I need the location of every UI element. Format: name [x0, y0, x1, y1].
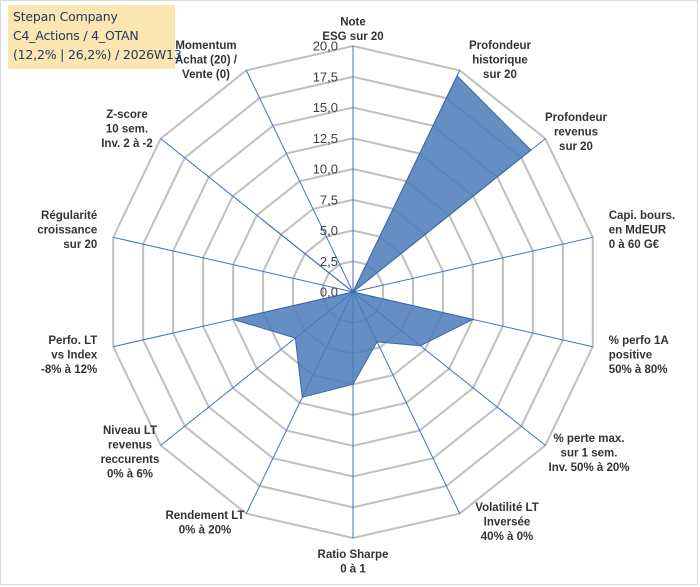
- radar-series: [231, 75, 532, 398]
- category-label-line: 0% à 20%: [179, 525, 231, 537]
- series-area: [231, 75, 532, 398]
- category-label-line: Régularité: [41, 210, 97, 222]
- category-label: Ratio Sharpe 0 à 1: [318, 549, 389, 576]
- axis-spoke: [113, 236, 354, 293]
- tick-label: 7,5: [320, 192, 338, 207]
- tick-label: 15,0: [313, 100, 338, 115]
- category-label-line: Profondeur: [545, 112, 607, 124]
- tick-label: 20,0: [313, 39, 338, 54]
- tick-label: 10,0: [313, 162, 338, 177]
- category-label-line: en MdEUR: [609, 225, 667, 237]
- category-label: Capi. bours. en MdEUR 0 à 60 G€: [609, 210, 675, 251]
- tick-label: 5,0: [320, 223, 338, 238]
- category-label-line: vs Index: [51, 350, 98, 362]
- category-label: Niveau LT revenus reccurents 0% à 6%: [101, 425, 160, 481]
- category-label-line: Inversée: [484, 517, 531, 529]
- category-label-line: 0 à 60 G€: [609, 239, 660, 251]
- category-label-line: sur 1 sem.: [561, 448, 618, 460]
- category-label-line: 50% à 80%: [609, 364, 668, 376]
- category-label-line: sur 20: [63, 239, 97, 251]
- tick-label: 12,5: [313, 131, 338, 146]
- category-label: % perte max. sur 1 sem. Inv. 50% à 20%: [549, 433, 630, 474]
- category-label: Profondeur revenus sur 20: [545, 112, 607, 153]
- category-label-line: Profondeur: [469, 40, 531, 52]
- category-label-line: Vente (0): [182, 69, 230, 81]
- category-label-line: % perfo 1A: [609, 335, 669, 347]
- axis-spoke: [352, 236, 593, 293]
- category-label-line: ESG sur 20: [322, 31, 383, 43]
- company-name: Stepan Company: [13, 9, 118, 24]
- category-label-line: Achat (20) /: [175, 55, 238, 67]
- category-label-line: Ratio Sharpe: [318, 549, 389, 561]
- axis-spoke: [245, 70, 354, 293]
- category-label: Volatilité LT Inversée 40% à 0%: [475, 502, 538, 543]
- tick-label: 17,5: [313, 69, 338, 84]
- category-label-line: Perfo. LT: [48, 335, 97, 347]
- category-label-line: % perte max.: [554, 433, 625, 445]
- category-label-line: 0 à 1: [340, 564, 366, 576]
- category-label: Note ESG sur 20: [322, 17, 383, 44]
- category-label-line: -8% à 12%: [41, 364, 97, 376]
- category-label-line: Momentum: [175, 40, 236, 52]
- category-label-line: 10 sem.: [106, 124, 148, 136]
- category-labels: Note ESG sur 20 Profondeur historique sur 20…: [37, 17, 675, 576]
- portfolio-path: C4_Actions / 4_OTAN: [13, 28, 139, 43]
- category-label-line: revenus: [554, 127, 598, 139]
- category-label: Momentum Achat (20) / Vente (0): [175, 40, 238, 81]
- category-label-line: 0% à 6%: [107, 469, 153, 481]
- tick-label: 2,5: [320, 254, 338, 269]
- category-label-line: Rendement LT: [165, 510, 244, 522]
- performance-week: (12,2% | 26,2%) / 2026W13: [13, 47, 182, 62]
- category-label-line: Inv. 50% à 20%: [549, 462, 630, 474]
- category-label-line: positive: [609, 350, 652, 362]
- category-label-line: croissance: [37, 225, 97, 237]
- category-label-line: historique: [472, 55, 528, 67]
- title-box: Stepan Company C4_Actions / 4_OTAN (12,2…: [8, 5, 182, 69]
- category-label-line: 40% à 0%: [481, 531, 533, 543]
- category-label-line: sur 20: [559, 141, 593, 153]
- category-label-line: revenus: [108, 440, 152, 452]
- category-label-line: Volatilité LT: [475, 502, 538, 514]
- category-label-line: sur 20: [483, 69, 517, 81]
- category-label-line: Note: [340, 17, 366, 29]
- category-label-line: Niveau LT: [103, 425, 157, 437]
- category-label-line: Inv. 2 à -2: [101, 138, 153, 150]
- category-label-line: Capi. bours.: [609, 210, 675, 222]
- category-label: Perfo. LT vs Index -8% à 12%: [41, 335, 98, 376]
- category-label: Régularité croissance sur 20: [37, 210, 97, 251]
- category-label: Profondeur historique sur 20: [469, 40, 531, 81]
- category-label: Z-score 10 sem. Inv. 2 à -2: [101, 109, 153, 150]
- category-label-line: reccurents: [101, 454, 160, 466]
- category-label: % perfo 1A positive 50% à 80%: [609, 335, 669, 376]
- tick-label: 0,0: [320, 285, 338, 300]
- category-label: Rendement LT 0% à 20%: [165, 510, 244, 537]
- category-label-line: Z-score: [106, 109, 148, 121]
- radial-axis-ticks: 0,0 2,5 5,0 7,5 10,0 12,5 15,0 17,5 20,0: [313, 39, 338, 300]
